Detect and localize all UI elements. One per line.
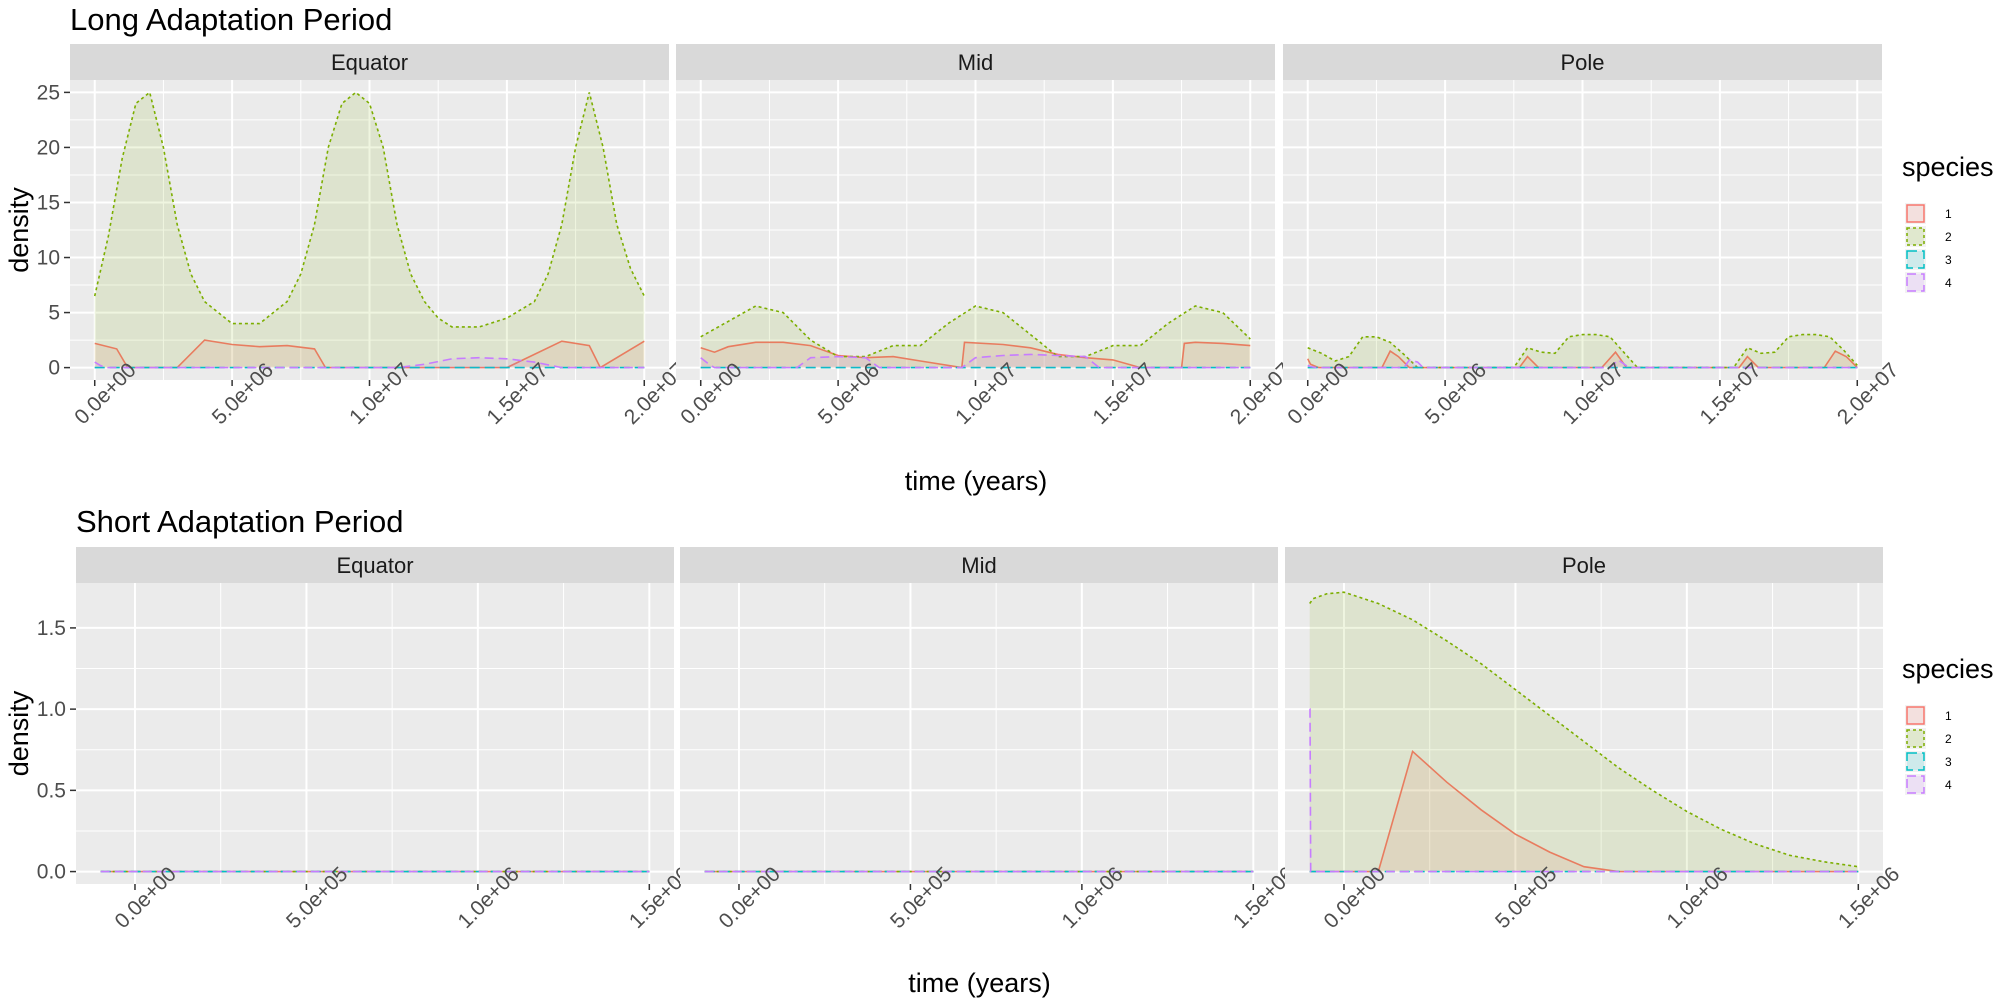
density-line-species-4 bbox=[1307, 358, 1858, 369]
density-line-species-4 bbox=[700, 353, 1251, 369]
facet-strip-label: Equator bbox=[331, 50, 408, 75]
density-area-species-2 bbox=[94, 92, 645, 368]
legend-item-label: 1 bbox=[1945, 207, 1952, 221]
density-line-species-2 bbox=[93, 90, 646, 328]
legend-item-species-3: 3 bbox=[1905, 249, 1952, 270]
panel-background bbox=[1285, 583, 1883, 884]
density-line-species-4 bbox=[1309, 708, 1859, 873]
facet-strip-label: Mid bbox=[961, 553, 996, 578]
legend-item-label: 2 bbox=[1945, 230, 1952, 244]
facet-strip bbox=[76, 547, 674, 583]
density-area-species-1 bbox=[1309, 751, 1859, 872]
legend-key-swatch bbox=[1906, 204, 1925, 223]
facet-strip-label: Equator bbox=[336, 553, 413, 578]
facet-strip bbox=[1283, 44, 1882, 80]
y-tick-label: 0.0 bbox=[37, 861, 66, 884]
legend-key-background bbox=[1905, 751, 1926, 772]
density-area-species-2 bbox=[1309, 592, 1859, 872]
density-area-species-4 bbox=[700, 354, 1251, 368]
legend-key-swatch bbox=[1906, 729, 1925, 748]
legend-item-species-1: 1 bbox=[1905, 203, 1952, 224]
legend-item-species-1: 1 bbox=[1905, 705, 1952, 726]
density-area-species-2 bbox=[700, 306, 1251, 368]
y-axis-label: density bbox=[4, 187, 34, 273]
y-tick-label: 20 bbox=[37, 136, 60, 159]
chart-title: Long Adaptation Period bbox=[70, 2, 392, 37]
density-line-species-2 bbox=[1307, 333, 1858, 369]
legend-item-label: 2 bbox=[1945, 732, 1952, 746]
legend-key-swatch bbox=[1906, 227, 1925, 246]
legend-key-background bbox=[1905, 774, 1926, 795]
density-area-species-4 bbox=[1307, 359, 1858, 368]
density-line-species-2 bbox=[700, 305, 1251, 358]
y-tick-label: 0.5 bbox=[37, 779, 66, 802]
legend-item-label: 3 bbox=[1945, 755, 1952, 769]
y-tick-label: 5 bbox=[48, 302, 60, 325]
legend-key-swatch bbox=[1906, 273, 1925, 292]
facet-strip-label: Pole bbox=[1562, 553, 1606, 578]
legend-key-background bbox=[1905, 272, 1926, 293]
y-tick-label: 25 bbox=[37, 81, 60, 104]
legend-item-label: 4 bbox=[1945, 778, 1952, 792]
density-area-species-1 bbox=[1307, 351, 1858, 368]
y-tick-label: 0 bbox=[48, 357, 60, 380]
y-tick-label: 1.5 bbox=[37, 617, 66, 640]
legend-item-label: 4 bbox=[1945, 276, 1952, 290]
legend-item-label: 3 bbox=[1945, 253, 1952, 267]
y-axis-label: density bbox=[4, 690, 34, 776]
legend-item-species-3: 3 bbox=[1905, 751, 1952, 772]
legend-title: species bbox=[1902, 654, 1994, 684]
density-area-species-1 bbox=[94, 340, 645, 368]
legend-key-background bbox=[1905, 203, 1926, 224]
density-line-species-1 bbox=[700, 341, 1251, 369]
panel-background bbox=[680, 583, 1278, 884]
density-area-species-2 bbox=[1307, 334, 1858, 368]
facet-strip-label: Pole bbox=[1560, 50, 1604, 75]
legend-item-species-4: 4 bbox=[1905, 272, 1952, 293]
density-line-species-2 bbox=[1309, 591, 1859, 868]
legend-item-species-2: 2 bbox=[1905, 728, 1952, 749]
legend-item-species-2: 2 bbox=[1905, 226, 1952, 247]
legend-item-species-4: 4 bbox=[1905, 774, 1952, 795]
density-area-species-4 bbox=[94, 357, 645, 368]
facet-strip-label: Mid bbox=[958, 50, 993, 75]
legend-title: species bbox=[1902, 152, 1994, 182]
legend-key-background bbox=[1905, 226, 1926, 247]
chart-title: Short Adaptation Period bbox=[76, 504, 403, 539]
y-tick-label: 15 bbox=[37, 191, 60, 214]
legend-key-swatch bbox=[1906, 775, 1925, 794]
facet-strip bbox=[1285, 547, 1883, 583]
x-axis-label: time (years) bbox=[905, 466, 1048, 496]
facet-strip bbox=[680, 547, 1278, 583]
density-line-species-1 bbox=[1309, 749, 1859, 873]
legend: species 1 2 3 4 bbox=[1902, 654, 1994, 795]
legend-key-background bbox=[1905, 728, 1926, 749]
y-tick-label: 10 bbox=[37, 247, 60, 270]
panel-background bbox=[76, 583, 674, 884]
legend-item-label: 1 bbox=[1945, 709, 1952, 723]
facet-strip bbox=[70, 44, 669, 80]
legend-key-background bbox=[1905, 705, 1926, 726]
legend: species 1 2 3 4 bbox=[1902, 152, 1994, 293]
y-tick-label: 1.0 bbox=[37, 698, 66, 721]
x-axis-label: time (years) bbox=[908, 968, 1051, 998]
density-area-species-1 bbox=[700, 342, 1251, 368]
legend-key-swatch bbox=[1906, 752, 1925, 771]
facet-strip bbox=[676, 44, 1275, 80]
legend-key-swatch bbox=[1906, 706, 1925, 725]
legend-key-swatch bbox=[1906, 250, 1925, 269]
legend-key-background bbox=[1905, 249, 1926, 270]
